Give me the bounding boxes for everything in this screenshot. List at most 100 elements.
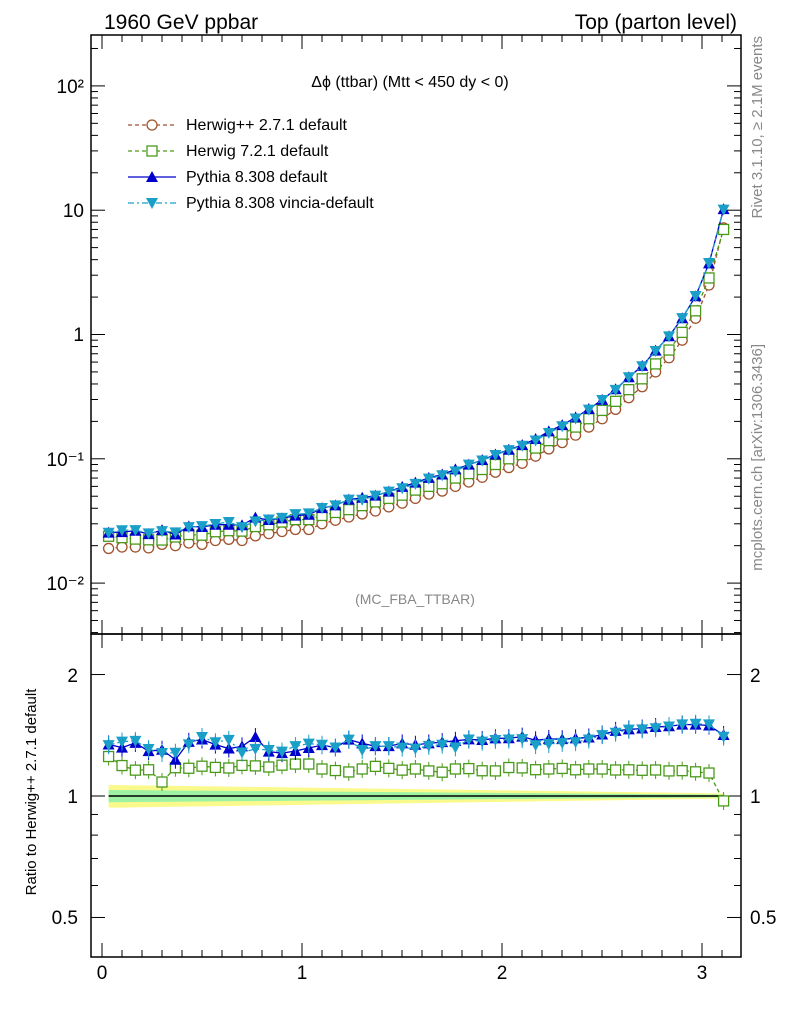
- ratio-point: [276, 746, 288, 758]
- main-panel: [90, 34, 742, 635]
- ratio-point: [516, 734, 529, 746]
- x-tick-label-2: 2: [497, 963, 508, 984]
- data-point: [636, 361, 649, 373]
- data-point: [396, 483, 409, 495]
- ratio-point: [422, 740, 435, 752]
- data-point: [342, 494, 355, 506]
- ratio-point: [222, 734, 235, 746]
- data-point: [717, 204, 730, 216]
- data-point: [262, 514, 275, 526]
- data-point: [196, 538, 208, 550]
- data-point: [116, 541, 128, 553]
- ratio-point: [383, 762, 395, 775]
- ratio-point: [529, 764, 542, 776]
- ratio-point: [436, 739, 449, 751]
- y-tick-label-10: 10: [63, 201, 84, 222]
- ratio-point: [463, 762, 475, 775]
- legend-marker-vincia: [146, 198, 158, 209]
- y-tick-label-100: 10²: [57, 77, 84, 98]
- ratio-point: [583, 763, 595, 775]
- ratio-point: [289, 741, 302, 753]
- ratio-point: [289, 758, 302, 770]
- ratio-point: [462, 734, 475, 746]
- ratio-point: [703, 767, 715, 779]
- ratio-point: [636, 724, 649, 736]
- ratio-point: [342, 734, 355, 746]
- ratio-point: [262, 745, 275, 757]
- ratio-point: [196, 760, 208, 772]
- data-point: [209, 518, 222, 530]
- data-point: [289, 523, 302, 536]
- ratio-point: [329, 764, 342, 777]
- data-point: [276, 512, 288, 524]
- ratio-point: [396, 742, 409, 754]
- data-point: [129, 525, 142, 537]
- data-point: [102, 527, 115, 539]
- ratio-point: [503, 761, 515, 774]
- ratio-series-vincia: [102, 714, 730, 763]
- data-point: [303, 523, 315, 536]
- data-point: [476, 455, 489, 467]
- mcplots-label: mcplots.cern.ch [arXiv:1306.3436]: [749, 344, 766, 571]
- data-point: [622, 372, 635, 384]
- series-vincia: [102, 204, 730, 540]
- ratio-point: [302, 738, 315, 750]
- ratio-point: [382, 741, 395, 753]
- ratio-point: [156, 748, 168, 760]
- data-point: [717, 223, 730, 236]
- ratio-point: [569, 737, 582, 749]
- ratio-point: [316, 739, 328, 751]
- ratio-point: [329, 742, 342, 754]
- ratio-point: [516, 762, 528, 774]
- ratio-point: [663, 765, 675, 777]
- ratio-tick-label-1-right: 1: [750, 787, 761, 808]
- data-point: [196, 521, 208, 533]
- ratio-point: [249, 743, 262, 755]
- ratio-point: [156, 776, 168, 788]
- ratio-point: [649, 764, 662, 776]
- ratio-point: [142, 764, 155, 776]
- ratio-point: [556, 762, 568, 775]
- ratio-point: [676, 765, 688, 777]
- ratio-point: [303, 758, 315, 770]
- data-point: [462, 459, 475, 471]
- data-point: [689, 291, 702, 303]
- data-point: [289, 509, 302, 521]
- data-point: [436, 470, 449, 482]
- ratio-point: [436, 766, 448, 778]
- ratio-point: [316, 763, 328, 775]
- data-point: [609, 384, 622, 396]
- data-point: [582, 404, 595, 416]
- ratio-point: [529, 740, 542, 752]
- data-point: [703, 257, 715, 269]
- ratio-point: [129, 735, 142, 747]
- ratio-point: [116, 759, 128, 772]
- data-point: [556, 421, 569, 433]
- ratio-point: [249, 760, 262, 772]
- data-point: [169, 527, 182, 539]
- data-point: [649, 358, 662, 370]
- data-point: [422, 473, 435, 485]
- ratio-point: [396, 764, 408, 776]
- data-point: [569, 413, 582, 425]
- data-point: [596, 404, 608, 417]
- data-point: [156, 526, 168, 538]
- data-point: [182, 522, 195, 534]
- data-point: [636, 373, 648, 385]
- ratio-point: [209, 761, 222, 774]
- ratio-point: [423, 765, 435, 777]
- ratio-point: [609, 727, 622, 739]
- data-point: [343, 503, 355, 516]
- ratio-point: [356, 763, 368, 775]
- data-point: [382, 486, 395, 498]
- data-point: [676, 313, 689, 325]
- ratio-point: [223, 762, 235, 774]
- data-point: [649, 346, 662, 358]
- ratio-tick-label-2: 2: [67, 666, 78, 687]
- header-right-title: Top (parton level): [575, 11, 737, 34]
- data-point: [703, 272, 715, 284]
- legend-marker-herwig7: [146, 145, 158, 157]
- data-point: [142, 528, 155, 540]
- ratio-point: [489, 734, 502, 746]
- ratio-point: [449, 763, 462, 775]
